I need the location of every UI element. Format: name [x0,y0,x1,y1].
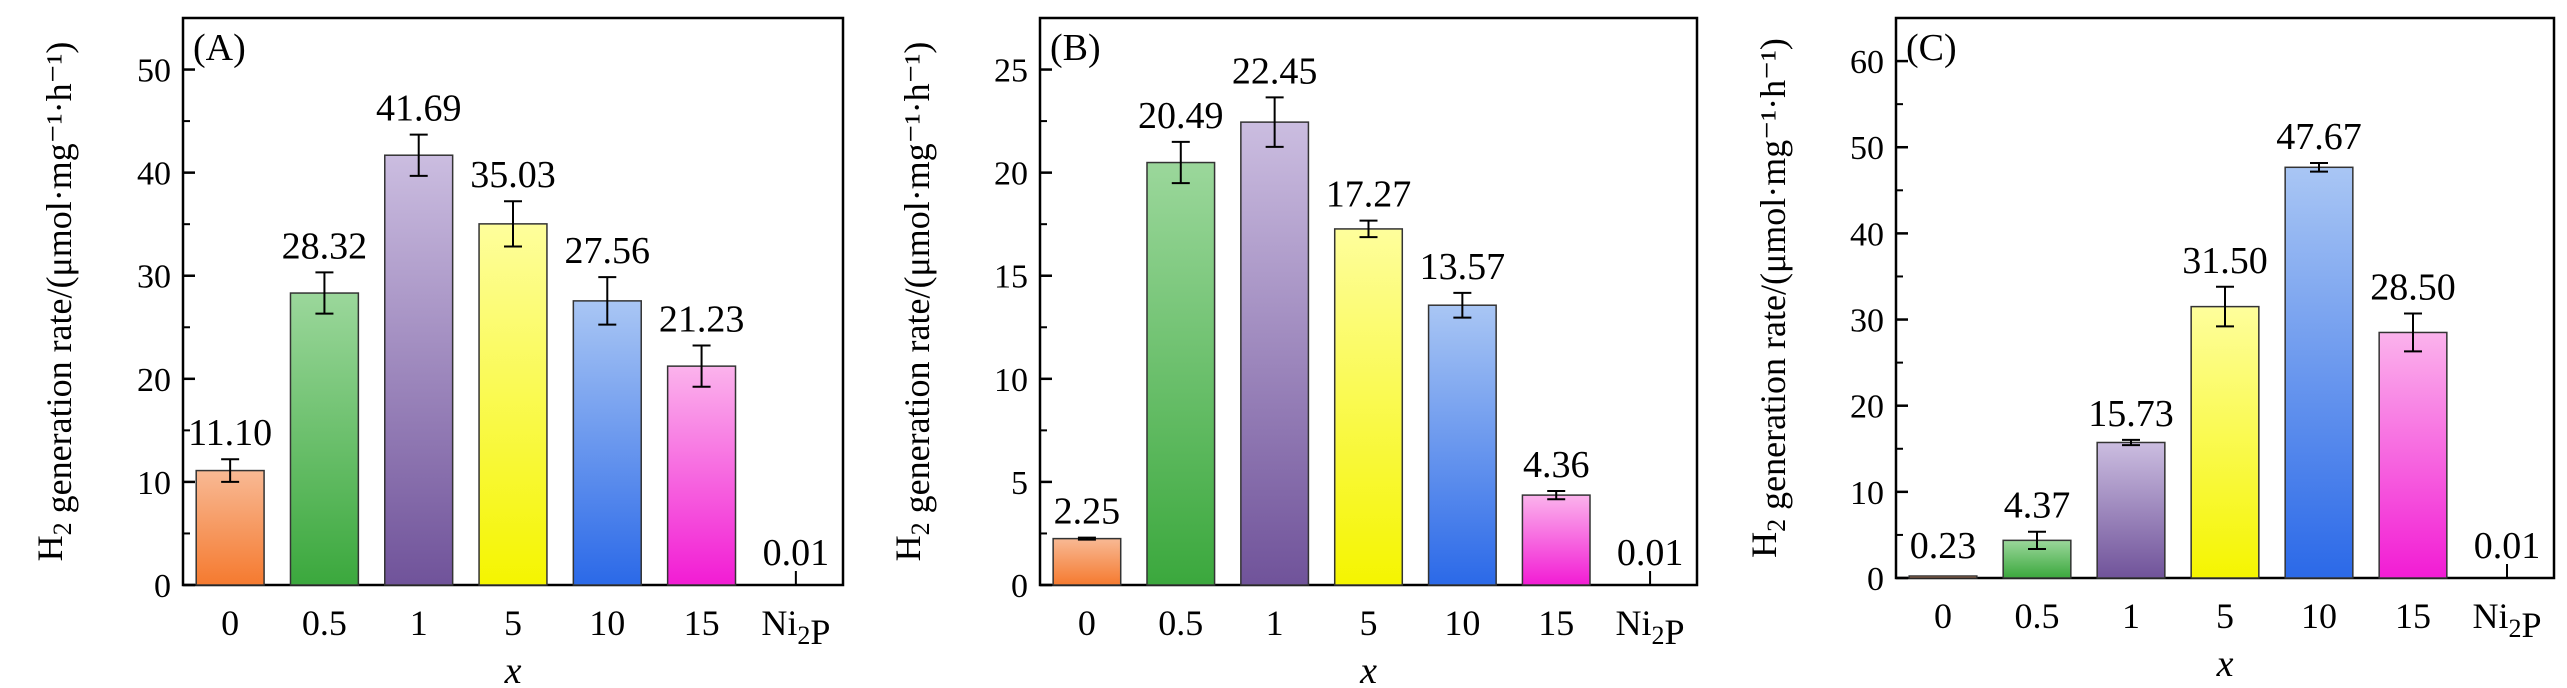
y-tick-label: 60 [1850,44,1884,81]
x-tick-label: 15 [684,603,720,643]
data-label: 13.57 [1420,246,1506,288]
y-tick-label: 20 [137,362,171,399]
x-tick-label: 1 [1266,603,1284,643]
data-label: 47.67 [2276,116,2362,158]
x-tick-label: 1 [410,603,428,643]
bar [384,154,454,586]
bar [2284,166,2354,579]
x-tick-label: 0 [1934,596,1952,636]
y-tick-label: 0 [1867,561,1884,598]
data-label: 0.01 [2474,525,2541,567]
x-tick-label: 0.5 [2015,596,2060,636]
bar [2096,441,2166,579]
x-axis-title: x [504,650,522,683]
panel-label: (B) [1050,27,1101,69]
y-tick-label: 15 [994,259,1028,296]
y-tick-label: 10 [994,362,1028,399]
x-tick-label: 0.5 [302,603,347,643]
x-tick-label: 0 [1078,603,1096,643]
x-tick-label: 10 [1444,603,1480,643]
data-label: 0.01 [763,532,830,574]
data-label: 0.23 [1910,525,1977,567]
y-tick-label: 30 [137,259,171,296]
x-tick-label: 5 [1360,603,1378,643]
data-label: 31.50 [2182,240,2268,282]
data-label: 15.73 [2088,393,2174,435]
y-tick-label: 50 [1850,130,1884,167]
y-axis-title: H2 generation rate/(μmol·mg⁻¹·h⁻¹) [1744,38,1793,558]
bar [1052,537,1122,586]
bar [195,469,265,586]
x-tick-label: 15 [2395,596,2431,636]
bar [1427,304,1497,586]
y-tick-label: 25 [994,53,1028,90]
bar [1240,121,1310,586]
y-tick-label: 40 [1850,216,1884,253]
y-axis-title: H2 generation rate/(μmol·mg⁻¹·h⁻¹) [888,42,937,562]
x-tick-label: 5 [504,603,522,643]
x-tick-label: 0 [221,603,239,643]
x-axis-title: x [2216,643,2234,683]
data-label: 17.27 [1326,174,1412,216]
bar [2378,331,2448,579]
x-tick-label: 15 [1538,603,1574,643]
panel-label: (A) [193,27,246,69]
bar [2190,305,2260,579]
data-label: 21.23 [659,299,745,341]
x-tick-label: 1 [2122,596,2140,636]
bar [289,292,360,586]
y-tick-label: 20 [994,156,1028,193]
data-label: 4.37 [2004,485,2071,527]
data-label: 11.10 [188,412,272,454]
y-tick-label: 30 [1850,303,1884,340]
data-label: 35.03 [470,154,556,196]
y-tick-label: 40 [137,156,171,193]
x-tick-label: Ni2P [2472,596,2541,645]
data-label: 4.36 [1523,444,1590,486]
data-label: 22.45 [1232,50,1318,92]
chart-panel-1: 0 10 20 30 40 50 11.10 0 28.32 0.5 41.69 1 35.03 5 27.… [30,16,845,688]
data-label: 28.50 [2370,267,2456,309]
data-label: 27.56 [565,230,651,272]
chart-panel-2: 0 5 10 15 20 25 2.25 0 20.49 0.5 22.45 1 17.27 5 13.57… [888,16,1699,688]
x-tick-label: 0.5 [1158,603,1203,643]
data-label: 41.69 [376,88,462,130]
bar [1146,161,1216,586]
x-tick-label: Ni2P [1616,603,1685,652]
x-tick-label: Ni2P [761,603,830,652]
data-label: 2.25 [1054,491,1121,533]
x-tick-label: 5 [2216,596,2234,636]
x-tick-label: 10 [2301,596,2337,636]
bar [1333,228,1404,586]
y-tick-label: 20 [1850,389,1884,426]
y-tick-label: 5 [1011,465,1028,502]
bar [478,223,548,586]
data-label: 28.32 [282,225,368,267]
bar [1521,494,1591,586]
bar [1908,575,1978,579]
bar [572,300,642,586]
x-tick-label: 10 [589,603,625,643]
bar [666,365,737,586]
x-axis-title: x [1359,650,1377,683]
panel-label: (C) [1906,27,1957,69]
y-tick-label: 0 [154,568,171,605]
data-label: 20.49 [1138,95,1224,137]
chart-panel-3: 0 10 20 30 40 50 60 0.23 0 4.37 0.5 15.73 1 31.50 5 47.… [1744,16,2556,685]
data-label: 0.01 [1617,532,1684,574]
y-tick-label: 0 [1011,568,1028,605]
y-tick-label: 10 [137,465,171,502]
y-axis-title: H2 generation rate/(μmol·mg⁻¹·h⁻¹) [30,42,79,562]
y-tick-label: 50 [137,53,171,90]
y-tick-label: 10 [1850,475,1884,512]
